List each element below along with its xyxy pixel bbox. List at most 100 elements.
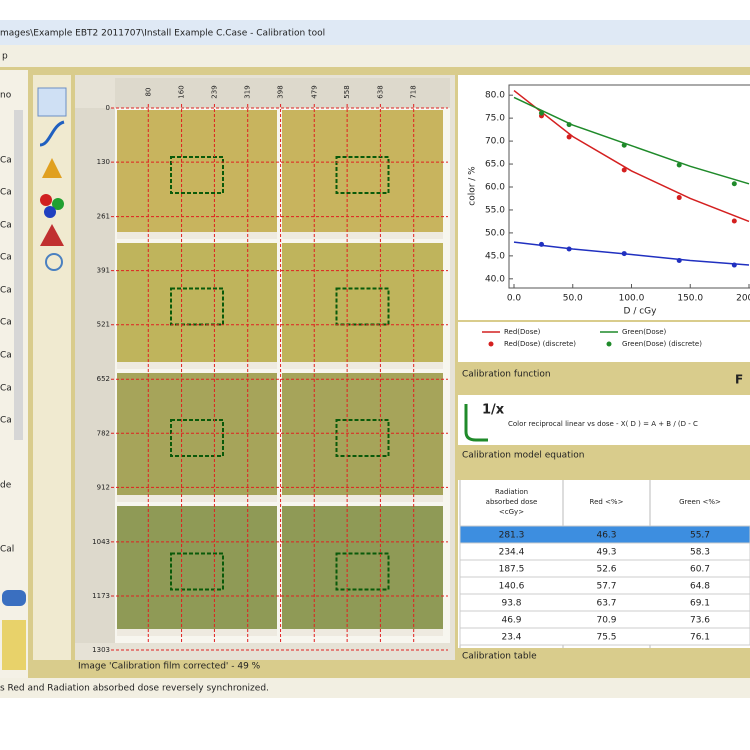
equation-box xyxy=(458,395,750,445)
roi-box xyxy=(335,419,390,457)
table-row[interactable] xyxy=(459,627,750,646)
equation-symbol: 1/x xyxy=(482,403,505,418)
data-point xyxy=(566,246,572,252)
y-tick-label: 70.0 xyxy=(485,137,505,147)
y-tick-label: 80.0 xyxy=(485,91,505,101)
roi-box xyxy=(335,156,390,194)
data-point xyxy=(676,195,682,201)
y-tick-label: 40.0 xyxy=(485,274,505,284)
ruler-label: 558 xyxy=(343,85,351,98)
table-cell: 60.7 xyxy=(690,565,710,575)
curve xyxy=(513,241,750,266)
tool-button[interactable] xyxy=(40,224,64,246)
y-axis-label: color / % xyxy=(468,166,478,206)
x-tick-label: 50.0 xyxy=(563,294,583,304)
plot-panel xyxy=(458,75,750,320)
y-tick-label: 45.0 xyxy=(485,251,505,261)
sidebar-label: Ca xyxy=(0,221,12,231)
table-cell: 281.3 xyxy=(499,531,525,541)
ruler-label: 1303 xyxy=(92,646,110,654)
film-patch xyxy=(117,110,277,232)
sidebar-label: Ca xyxy=(0,188,12,198)
tool-button[interactable] xyxy=(37,87,67,117)
data-point xyxy=(538,110,544,116)
ruler-label: 1043 xyxy=(92,538,110,546)
data-point xyxy=(621,167,627,173)
data-point xyxy=(676,257,682,263)
film-patch xyxy=(282,243,443,362)
tool-button[interactable] xyxy=(39,120,65,147)
film-patch xyxy=(117,243,277,362)
sidebar-logo xyxy=(2,590,26,606)
plot: 40.0 45.0 50.0 55.0 60.0 65.0 70.0 75.0 80.0 0.0 5… xyxy=(468,84,750,317)
ruler-label: 479 xyxy=(310,85,318,98)
ruler-label: 261 xyxy=(97,213,110,221)
function-button[interactable]: F xyxy=(735,373,743,387)
sidebar-label: no xyxy=(0,91,12,101)
film-patch xyxy=(117,373,277,495)
film-label-strip xyxy=(282,232,443,239)
ruler-label: 160 xyxy=(178,85,186,98)
table-cell: 49.3 xyxy=(596,548,616,558)
ruler-label: 782 xyxy=(97,429,110,437)
table-cell: 75.5 xyxy=(596,633,616,643)
sidebar-label: Ca xyxy=(0,384,12,394)
film-patch xyxy=(117,506,277,629)
film-label-strip xyxy=(282,629,443,636)
ruler-label: 319 xyxy=(244,85,252,98)
x-tick-label: 200.0 xyxy=(736,294,750,304)
legend-label: Green(Dose) (discrete) xyxy=(622,340,702,348)
table-cell: 93.8 xyxy=(501,599,521,609)
sidebar-label: de xyxy=(0,481,12,491)
data-point xyxy=(538,241,544,247)
menu-bar xyxy=(0,45,750,67)
ruler-label: 638 xyxy=(376,85,384,98)
tool-button[interactable] xyxy=(40,194,52,206)
ruler-label: 0 xyxy=(106,104,110,112)
panel-label: Calibration table xyxy=(462,652,537,662)
film-label-strip xyxy=(117,362,277,369)
y-tick-label: 65.0 xyxy=(485,160,505,170)
sidebar-logo xyxy=(2,620,26,670)
table-cell: 187.5 xyxy=(499,565,525,575)
film-patch xyxy=(282,373,443,495)
tool-button[interactable] xyxy=(42,158,62,178)
curve xyxy=(513,89,750,223)
sidebar-label: Ca xyxy=(0,286,12,296)
data-point xyxy=(566,134,572,140)
ruler-label: 239 xyxy=(210,85,218,98)
tool-button[interactable] xyxy=(45,253,63,271)
film-label-strip xyxy=(282,362,443,369)
sidebar-label: Ca xyxy=(0,416,12,426)
ruler xyxy=(115,78,450,108)
tool-button[interactable] xyxy=(52,198,64,210)
legend-label: Green(Dose) xyxy=(622,328,667,336)
film-patch xyxy=(282,506,443,629)
roi-box xyxy=(170,552,224,591)
legend xyxy=(458,322,750,362)
sidebar-label: Cal xyxy=(0,545,14,555)
title-bar xyxy=(0,20,750,45)
x-tick-label: 100.0 xyxy=(619,294,645,304)
window-title: mages\Example EBT2 2011707\Install Examp… xyxy=(0,29,325,39)
sidebar-label: Ca xyxy=(0,351,12,361)
ruler-label: 1173 xyxy=(92,592,110,600)
status-bar xyxy=(0,678,750,698)
status-text: s Red and Radiation absorbed dose revers… xyxy=(0,684,269,694)
menu-item[interactable]: p xyxy=(2,52,8,62)
film-patch xyxy=(282,110,443,232)
y-tick-label: 50.0 xyxy=(485,228,505,238)
table-cell: 58.3 xyxy=(690,548,710,558)
ruler-label: 521 xyxy=(97,321,110,329)
x-tick-label: 150.0 xyxy=(677,294,703,304)
data-point xyxy=(731,218,737,224)
table-cell: 57.7 xyxy=(596,582,616,592)
film-label-strip xyxy=(117,232,277,239)
ruler xyxy=(75,108,115,643)
ruler-label: 398 xyxy=(277,85,285,98)
legend-label: Red(Dose) xyxy=(504,328,541,336)
table-cell: 63.7 xyxy=(596,599,616,609)
tool-button[interactable] xyxy=(44,206,56,218)
legend-swatch xyxy=(488,341,494,347)
